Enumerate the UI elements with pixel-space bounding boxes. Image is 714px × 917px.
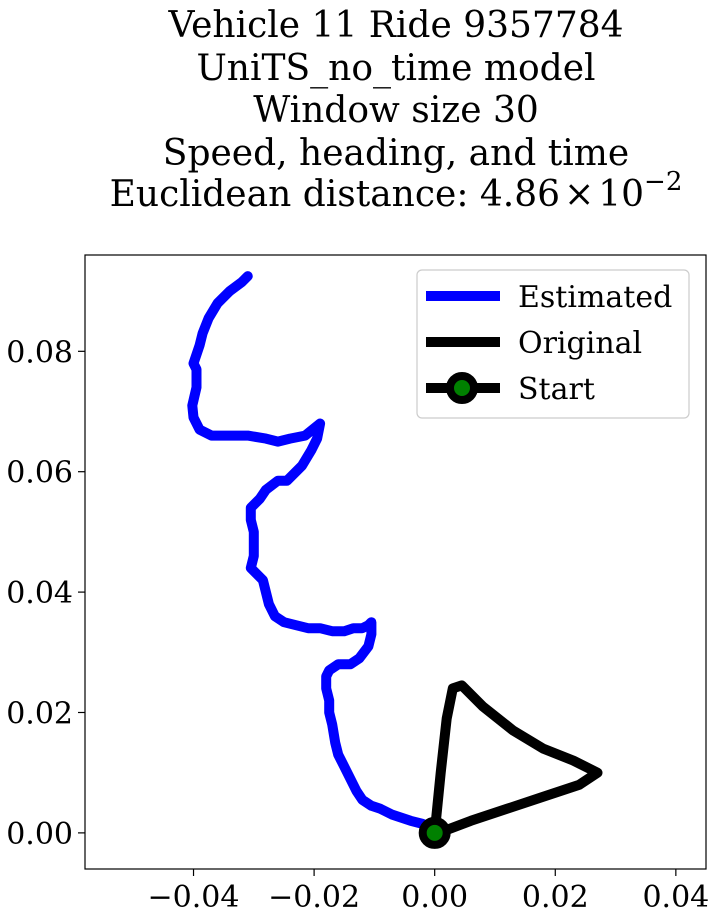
x-axis: −0.04 −0.02 0.00 0.02 0.04 [148, 869, 709, 915]
y-tick-label: 0.08 [6, 335, 73, 370]
series-line-original [429, 680, 603, 838]
series-layer [187, 271, 603, 849]
y-tick-label: 0.02 [6, 696, 73, 731]
legend-box [416, 269, 690, 419]
y-tick-label: 0.00 [6, 817, 73, 852]
chart-title: Vehicle 11 Ride 9357784 UniTS_no_time mo… [110, 5, 683, 215]
title-line-4: Speed, heading, and time [163, 133, 629, 174]
x-tick-label: 0.04 [642, 880, 709, 915]
title-distance-times: × [564, 174, 594, 215]
start-marker [418, 816, 451, 849]
legend-label-start: Start [518, 372, 595, 407]
plot-area: −0.04 −0.02 0.00 0.02 0.04 0.000.020.040.060… [6, 254, 709, 915]
legend-label-estimated: Estimated [518, 280, 672, 315]
y-tick-label: 0.06 [6, 456, 73, 491]
legend-swatch-start-marker [446, 372, 478, 404]
y-tick-label: 0.04 [6, 576, 73, 611]
legend: Estimated Original Start [416, 269, 690, 419]
series-line-estimated [187, 271, 440, 838]
plot-frame [84, 254, 707, 870]
title-line-1: Vehicle 11 Ride 9357784 [167, 5, 623, 46]
title-line-3: Window size 30 [253, 90, 539, 131]
x-tick-label: 0.02 [522, 880, 589, 915]
x-tick-label: 0.00 [401, 880, 468, 915]
y-axis: 0.00 0.02 0.04 0.06 0.08 [6, 335, 85, 852]
legend-label-original: Original [518, 326, 642, 361]
title-distance-base: 10 [598, 174, 644, 215]
title-distance-prefix: Euclidean distance: [110, 174, 480, 215]
title-distance-mantissa: 4.86 [480, 174, 560, 215]
title-line-5: Euclidean distance: 4.86 × 10−2 [110, 167, 683, 215]
title-line-2: UniTS_no_time model [196, 48, 595, 89]
title-distance-exponent: −2 [644, 167, 682, 197]
x-tick-label: −0.04 [148, 880, 240, 915]
x-tick-label: −0.02 [268, 880, 360, 915]
